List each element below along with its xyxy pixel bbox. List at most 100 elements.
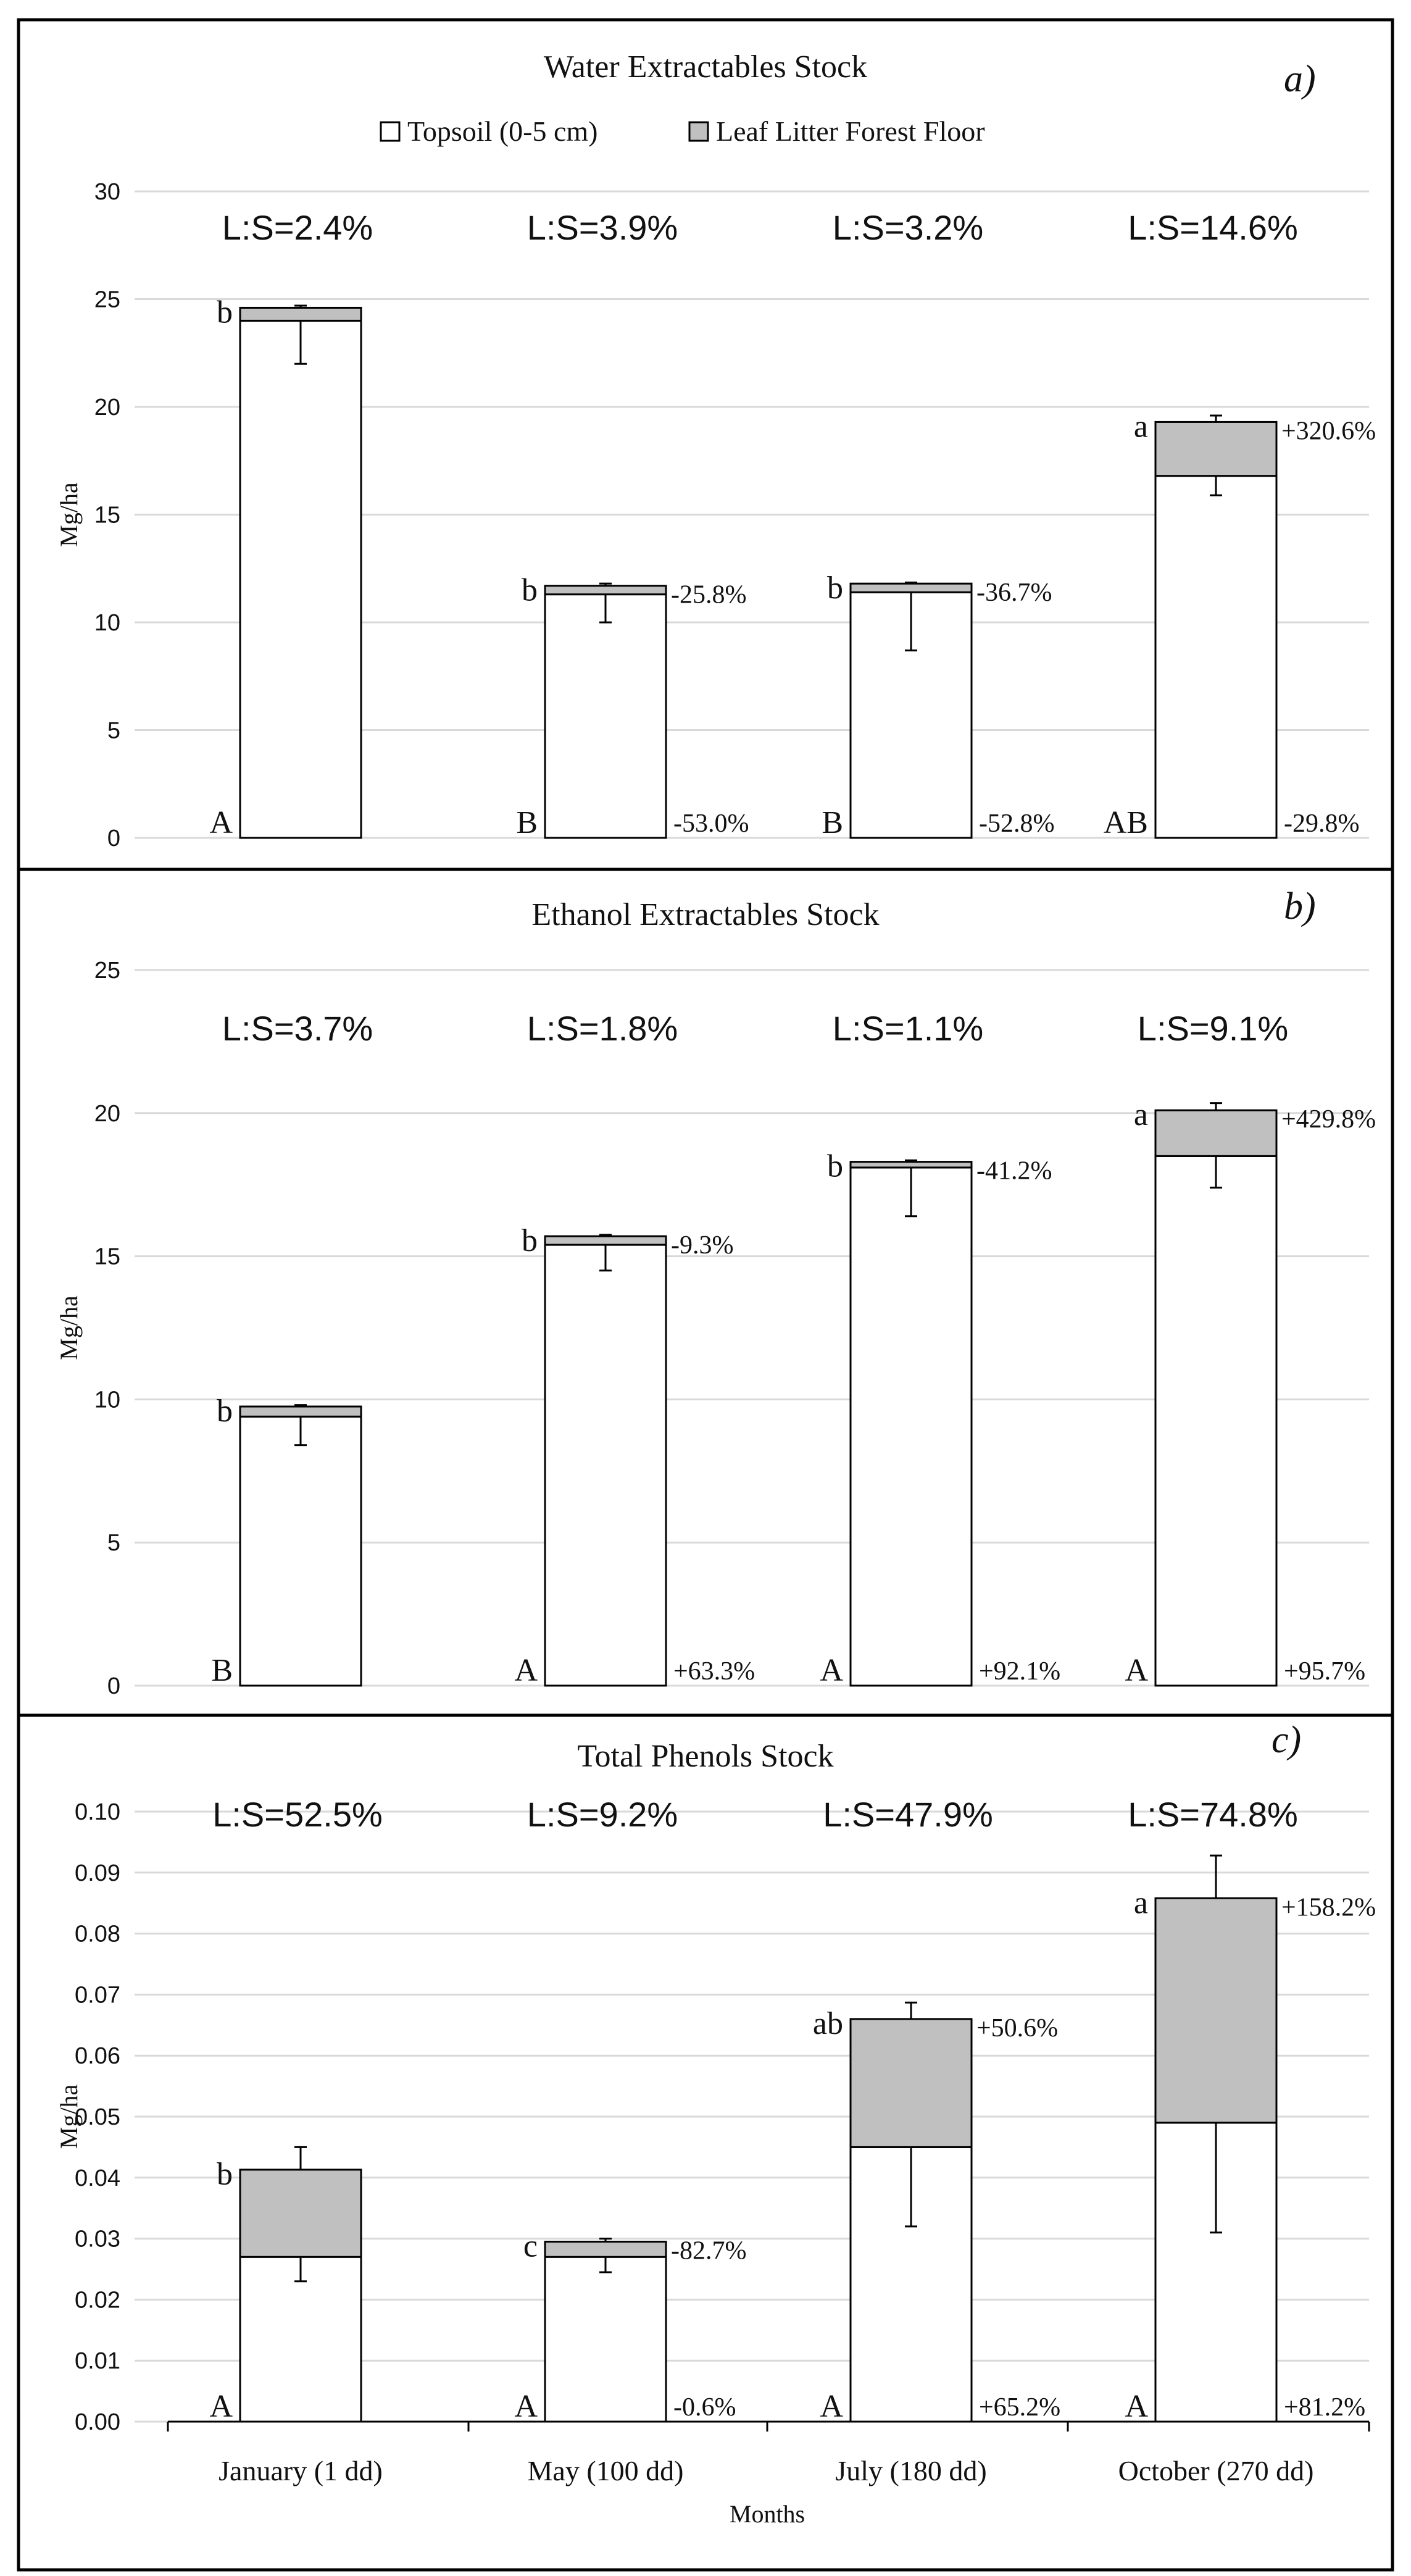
litter-percent-change: -82.7% (671, 2237, 746, 2265)
litter-percent-change: -25.8% (671, 581, 746, 609)
y-tick-label: 0 (107, 826, 120, 851)
soil-percent-change: +65.2% (979, 2393, 1060, 2422)
x-tick-label: May (100 dd) (528, 2455, 684, 2486)
legend-label-litter: Leaf Litter Forest Floor (716, 115, 985, 147)
litter-significance-letter: a (1134, 1097, 1148, 1132)
bar-topsoil (849, 1166, 973, 1687)
litter-percent-change: +158.2% (1281, 1893, 1376, 1922)
y-tick-label: 15 (94, 503, 120, 529)
y-tick-label: 0 (107, 1673, 120, 1699)
bar-topsoil (239, 1415, 362, 1687)
litter-percent-change: -41.2% (976, 1157, 1052, 1186)
bar-litter (544, 2241, 667, 2258)
chart-title: Ethanol Extractables Stock (531, 897, 879, 932)
litter-significance-letter: a (1134, 1885, 1148, 1920)
y-tick-label: 0.04 (75, 2165, 120, 2191)
y-tick-label: 0.06 (75, 2043, 120, 2069)
y-axis-label: Mg/ha (55, 482, 83, 547)
y-tick-label: 5 (107, 1530, 120, 1556)
y-tick-label: 20 (94, 395, 120, 420)
y-tick-label: 0.08 (75, 1922, 120, 1947)
y-tick-label: 0.00 (75, 2409, 120, 2435)
litter-significance-letter: a (1134, 409, 1148, 444)
litter-significance-letter: b (827, 1149, 843, 1184)
litter-significance-letter: b (217, 295, 233, 330)
bar-litter (849, 1161, 973, 1169)
soil-percent-change: -53.0% (673, 809, 749, 838)
y-tick-label: 25 (94, 287, 120, 313)
soil-significance-letter: A (209, 2389, 233, 2424)
x-tick-label: July (180 dd) (835, 2455, 986, 2486)
legend-swatch-topsoil (380, 121, 401, 142)
soil-percent-change: -52.8% (979, 809, 1054, 838)
ls-ratio-label: L:S=3.2% (833, 208, 983, 247)
y-tick-label: 0.03 (75, 2227, 120, 2252)
ls-ratio-label: L:S=3.7% (222, 1009, 373, 1048)
bar-litter (239, 1405, 362, 1418)
y-tick-label: 10 (94, 1387, 120, 1413)
ls-ratio-label: L:S=3.9% (527, 208, 678, 247)
soil-percent-change: +63.3% (673, 1657, 755, 1686)
litter-significance-letter: b (522, 1223, 538, 1258)
litter-significance-letter: b (217, 1394, 233, 1429)
litter-significance-letter: b (217, 2157, 233, 2192)
y-tick-label: 15 (94, 1244, 120, 1270)
y-tick-label: 5 (107, 718, 120, 744)
y-axis-label: Mg/ha (55, 2085, 83, 2149)
litter-significance-letter: b (827, 571, 843, 606)
y-tick-label: 20 (94, 1101, 120, 1127)
soil-percent-change: +95.7% (1284, 1657, 1365, 1686)
panel-tag: b) (1284, 885, 1316, 927)
ls-ratio-label: L:S=74.8% (1128, 1795, 1298, 1834)
bar-litter (239, 2168, 362, 2258)
ls-ratio-label: L:S=9.1% (1138, 1009, 1288, 1048)
chart-title: Total Phenols Stock (577, 1739, 833, 1774)
y-tick-label: 0.02 (75, 2287, 120, 2313)
soil-significance-letter: A (1125, 1653, 1148, 1688)
litter-significance-letter: ab (813, 2006, 843, 2041)
ls-ratio-label: L:S=47.9% (823, 1795, 993, 1834)
bar-topsoil (1154, 475, 1278, 839)
bar-litter (849, 582, 973, 593)
bar-topsoil (544, 1244, 667, 1687)
x-axis-title: Months (730, 2500, 805, 2528)
ls-ratio-label: L:S=2.4% (222, 208, 373, 247)
bar-topsoil (544, 2256, 667, 2423)
x-tick-label: October (270 dd) (1118, 2455, 1314, 2486)
ls-ratio-label: L:S=1.1% (833, 1009, 983, 1048)
bar-topsoil (239, 319, 362, 839)
soil-significance-letter: A (209, 805, 233, 840)
bar-litter (544, 585, 667, 596)
y-tick-label: 25 (94, 958, 120, 984)
ls-ratio-label: L:S=1.8% (527, 1009, 678, 1048)
soil-percent-change: -29.8% (1284, 809, 1359, 838)
bar-litter (1154, 1897, 1278, 2124)
panel-tag: a) (1284, 58, 1316, 100)
y-tick-label: 0.01 (75, 2348, 120, 2374)
litter-percent-change: +429.8% (1281, 1105, 1376, 1134)
bar-topsoil (1154, 1155, 1278, 1687)
y-tick-label: 0.05 (75, 2104, 120, 2130)
bar-topsoil (239, 2256, 362, 2423)
y-tick-label: 30 (94, 179, 120, 205)
litter-percent-change: +50.6% (976, 2014, 1058, 2043)
ls-ratio-label: L:S=9.2% (527, 1795, 678, 1834)
soil-significance-letter: B (822, 805, 843, 840)
soil-significance-letter: A (514, 2389, 538, 2424)
y-tick-label: 0.09 (75, 1860, 120, 1886)
soil-significance-letter: A (514, 1653, 538, 1688)
soil-significance-letter: A (1125, 2389, 1148, 2424)
legend-label-topsoil: Topsoil (0-5 cm) (407, 115, 598, 147)
ls-ratio-label: L:S=52.5% (212, 1795, 383, 1834)
litter-percent-change: -9.3% (671, 1231, 733, 1260)
soil-significance-letter: B (211, 1653, 233, 1688)
soil-significance-letter: B (516, 805, 538, 840)
litter-percent-change: -36.7% (976, 579, 1052, 607)
y-axis-label: Mg/ha (55, 1295, 83, 1360)
soil-percent-change: -0.6% (673, 2393, 736, 2422)
soil-significance-letter: A (820, 2389, 843, 2424)
soil-significance-letter: A (820, 1653, 843, 1688)
panel-tag: c) (1272, 1719, 1301, 1761)
bar-litter (849, 2018, 973, 2148)
